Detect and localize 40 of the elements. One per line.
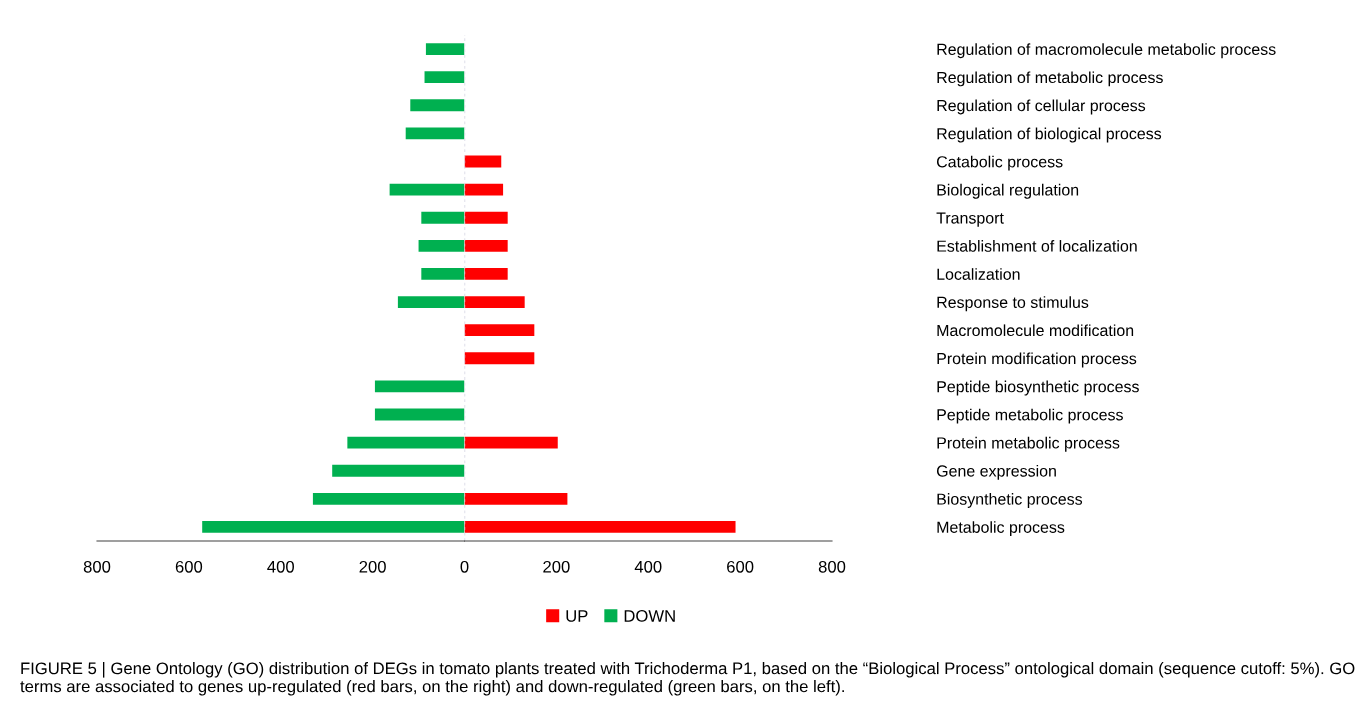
x-tick-label: 800 (83, 560, 111, 573)
bar (464, 155, 502, 168)
bar (332, 464, 465, 477)
y-tick-label: Catabolic process (936, 155, 1063, 171)
y-tick-label: Regulation of biological process (937, 127, 1162, 143)
y-tick-label: Peptide biosynthetic process (937, 380, 1139, 396)
legend-label: DOWN (624, 609, 675, 622)
y-tick-label: Metabolic process (937, 521, 1065, 537)
y-tick-label: Response to stimulus (937, 296, 1089, 312)
x-tick-label: 200 (359, 560, 386, 573)
y-tick-label: Macromolecule modification (937, 324, 1134, 337)
bar (374, 380, 465, 393)
bar (425, 43, 465, 55)
bar (424, 71, 465, 84)
bar (464, 352, 535, 365)
x-tick-label: 600 (727, 560, 754, 573)
bar (464, 324, 535, 337)
y-tick-label: Transport (936, 212, 1004, 227)
y-tick-label: Regulation of macromolecule metabolic process (937, 43, 1276, 59)
y-tick-label: Establishment of localization (937, 240, 1137, 252)
y-tick-label: Biosynthetic process (937, 493, 1083, 508)
bar (405, 127, 465, 140)
x-tick-label: 0 (460, 560, 469, 573)
bar (374, 408, 465, 421)
x-tick-label: 800 (818, 560, 846, 573)
y-tick-label: Regulation of cellular process (937, 99, 1146, 115)
y-tick-label: Gene expression (936, 464, 1056, 480)
caption: FIGURE 5 | Gene Ontology (GO) distribution of DEGs in tomato plants treated with Trichoderma P1, based on the “Biological Process” ontological domain (sequence cutoff: 5%). GO terms are associated to genes up-regulated (red bars, on the right) and down-regulated (green bars, on the left). (20, 662, 1355, 696)
y-tick-label: Regulation of metabolic process (937, 71, 1163, 87)
x-tick-label: 200 (543, 560, 570, 573)
y-tick-label: Biological regulation (937, 183, 1079, 199)
y-tick-label: Localization (937, 268, 1020, 280)
legend-label: UP (566, 610, 588, 622)
x-tick-label: 600 (175, 560, 203, 573)
y-tick-label: Peptide metabolic process (937, 408, 1123, 424)
x-tick-label: 400 (267, 560, 294, 573)
bar (410, 99, 465, 112)
x-tick-label: 400 (634, 560, 662, 573)
y-tick-label: Protein metabolic process (937, 436, 1120, 452)
y-tick-label: Protein modification process (937, 352, 1137, 368)
